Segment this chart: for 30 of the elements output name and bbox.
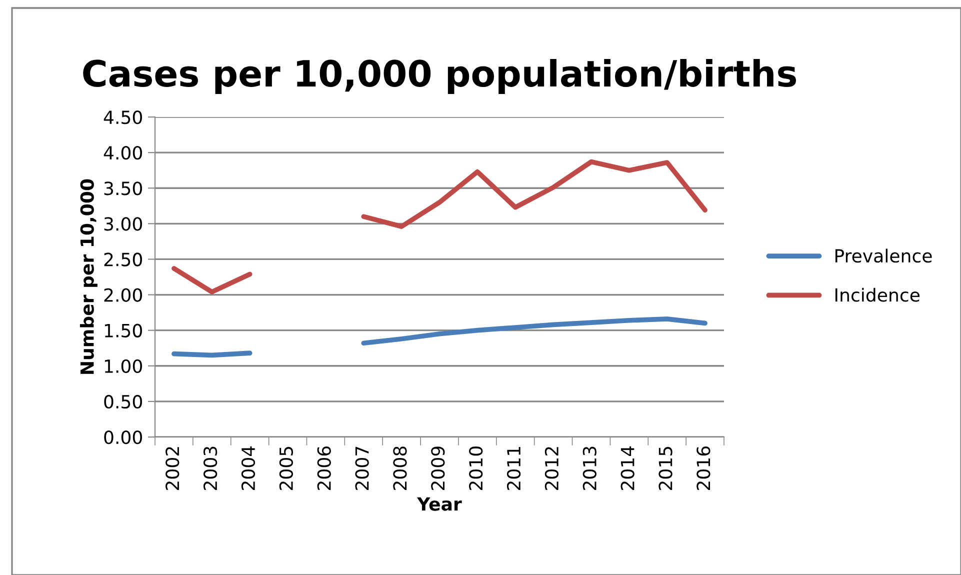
y-tick-label: 3.50	[104, 182, 142, 196]
x-tick-label: 2014	[620, 446, 634, 490]
y-tick-label: 1.00	[104, 359, 142, 374]
x-tick-label: 2005	[279, 446, 294, 490]
x-tick-label: 2010	[469, 446, 483, 490]
x-tick-label: 2012	[544, 447, 559, 490]
y-tick-label: 2.50	[104, 252, 142, 266]
x-tick-label: 2013	[582, 446, 596, 490]
y-tick-label: 4.50	[104, 110, 142, 124]
y-tick-label: 0.50	[104, 394, 142, 409]
y-tick-label: 3.00	[104, 217, 142, 231]
y-tick-label: 2.00	[104, 288, 142, 302]
y-axis-title: Number per 10,000	[80, 179, 98, 374]
x-tick-label: 2004	[241, 446, 256, 490]
x-tick-label: 2007	[355, 446, 369, 490]
chart-title: Cases per 10,000 population/births	[83, 59, 796, 94]
y-tick-label: 4.00	[104, 146, 142, 160]
legend-label: Incidence	[835, 288, 920, 302]
x-tick-label: 2009	[431, 446, 445, 490]
x-tick-label: 2015	[658, 446, 672, 490]
x-tick-label: 2002	[166, 447, 180, 490]
y-tick-label: 1.50	[104, 324, 142, 338]
x-tick-label: 2008	[393, 446, 407, 490]
x-tick-label: 2016	[696, 446, 710, 490]
x-tick-label: 2003	[203, 446, 218, 490]
y-tick-label: 0.00	[104, 430, 142, 444]
x-tick-label: 2006	[317, 446, 331, 490]
legend-label: Prevalence	[835, 248, 932, 263]
x-tick-label: 2011	[506, 447, 521, 490]
x-axis-title: Year	[416, 497, 462, 511]
